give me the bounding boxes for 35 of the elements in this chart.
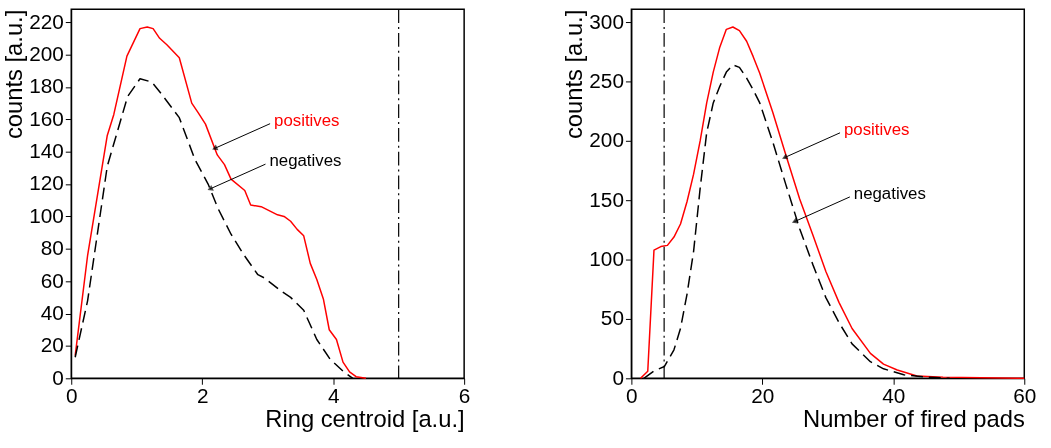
x-tick-label: 2	[196, 383, 209, 407]
y-tick-label: 40	[40, 300, 64, 324]
x-tick-label: 40	[882, 383, 906, 407]
y-tick-label: 120	[29, 171, 64, 195]
y-tick-label: 150	[589, 187, 624, 211]
y-tick-label: 60	[40, 268, 64, 292]
y-tick-label: 100	[29, 203, 64, 227]
y-tick-label: 50	[600, 306, 624, 330]
y-tick-label: 0	[52, 365, 64, 389]
y-tick-label: 200	[29, 41, 64, 65]
y-tick-label: 80	[40, 236, 64, 260]
y-tick-label: 140	[29, 139, 64, 163]
y-tick-label: 180	[29, 74, 64, 98]
annotation: positives	[274, 110, 340, 130]
annotation: positives	[844, 119, 910, 139]
x-axis-title: Number of fired pads	[802, 405, 1025, 433]
annotation: negatives	[269, 151, 342, 171]
line-series	[74, 26, 367, 380]
y-tick-label: 160	[29, 106, 64, 130]
x-tick-label: 6	[458, 383, 471, 407]
y-tick-label: 0	[612, 365, 624, 389]
y-tick-label: 220	[29, 9, 64, 33]
y-tick-label: 100	[589, 247, 624, 271]
line-series	[639, 26, 1026, 380]
y-axis-title: counts [a.u.]	[0, 9, 28, 140]
x-tick-label: 60	[1013, 383, 1037, 407]
y-tick-label: 200	[589, 128, 624, 152]
y-tick-label: 300	[589, 9, 624, 33]
x-axis-title: Ring centroid [a.u.]	[265, 405, 465, 433]
y-tick-label: 20	[40, 333, 64, 357]
y-axis-title: counts [a.u.]	[560, 9, 588, 140]
annotation: negatives	[853, 183, 926, 203]
x-tick-label: 20	[751, 383, 775, 407]
y-tick-label: 250	[589, 69, 624, 93]
x-tick-label: 4	[327, 383, 340, 407]
